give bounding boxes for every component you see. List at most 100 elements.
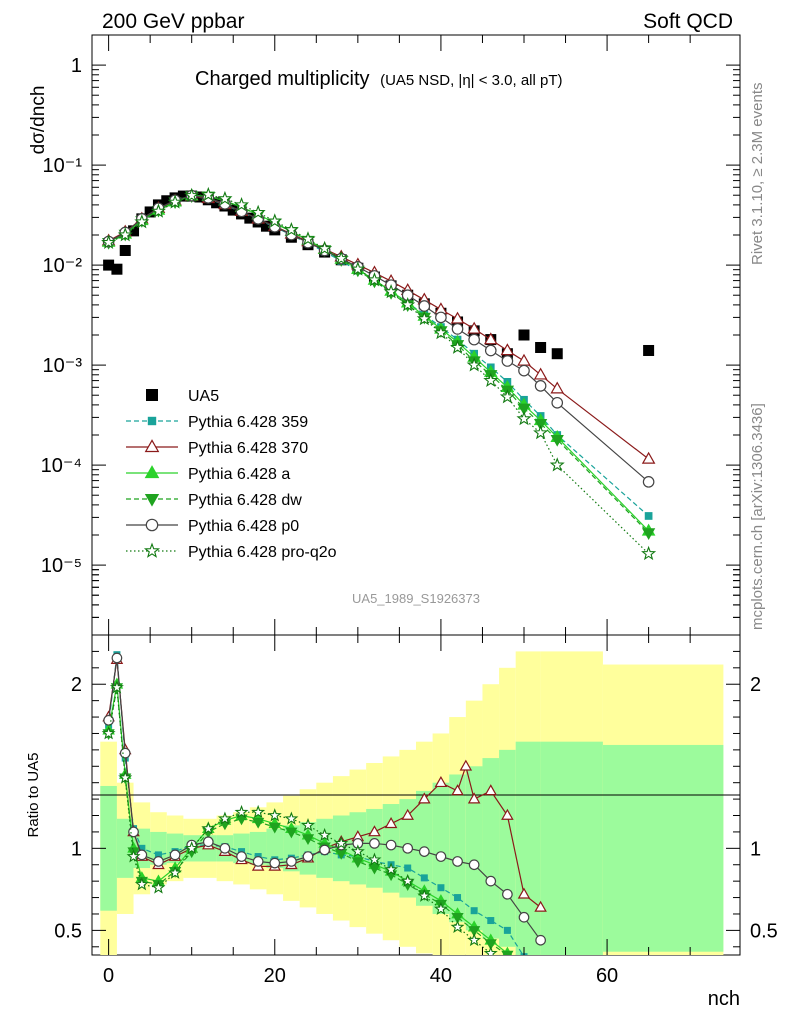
ratio-point-pythia-6-428-p0	[286, 856, 297, 867]
data-point-pythia-6-428-pro-q2o	[641, 545, 657, 561]
ratio-point-pythia-6-428-dw	[368, 863, 381, 875]
ratio-band-inner	[432, 782, 450, 914]
rivet-label: Rivet 3.1.10, ≥ 2.3M events	[749, 83, 766, 266]
data-point-ua5	[119, 244, 131, 256]
ratio-point-pythia-6-428-p0	[202, 836, 214, 848]
data-point-pythia-6-428-pro-q2o	[267, 213, 283, 228]
ratio-point-pythia-6-428-p0	[236, 851, 247, 862]
data-point-pythia-6-428-p0	[435, 311, 447, 324]
ratio-point-pythia-6-428-pro-q2o	[483, 946, 498, 955]
ratio-point-pythia-6-428-p0	[219, 842, 231, 854]
ratio-point-pythia-6-428-dw	[468, 926, 481, 937]
data-point-pythia-6-428-p0	[418, 300, 431, 312]
ratio-point-pythia-6-428-p0	[153, 856, 164, 867]
series-line-pythia-6-428-p0	[108, 194, 649, 483]
data-point-pythia-6-428-pro-q2o	[134, 214, 150, 229]
ratio-point-pythia-6-428-dw	[484, 939, 497, 951]
ratio-point-pythia-6-428-pro-q2o	[450, 919, 465, 934]
legend-marker	[146, 389, 158, 401]
ratio-point-pythia-6-428-dw	[268, 822, 281, 834]
main-y-tick-label: 10⁻³	[43, 355, 83, 377]
ratio-point-pythia-6-428-pro-q2o	[433, 901, 448, 915]
ratio-point-pythia-6-428-p0	[252, 856, 264, 867]
series-pythia-6-428-pro-q2o	[101, 186, 657, 561]
ratio-y-tick-label-right: 1	[750, 838, 761, 860]
data-point-pythia-6-428-p0	[518, 364, 530, 377]
ratio-point-pythia-6-428-p0	[418, 846, 430, 857]
legend-entry-pythia-6-428-pro-q2o: Pythia 6.428 pro-q2o	[126, 542, 337, 561]
ratio-y-tick-label: 0.5	[54, 920, 82, 942]
data-point-pythia-6-428-pro-q2o	[366, 272, 382, 287]
ratio-point-pythia-6-428-pro-q2o	[134, 877, 149, 891]
data-point-ua5	[244, 212, 256, 224]
ratio-point-pythia-6-428-pro-q2o	[201, 821, 216, 835]
ratio-band-inner	[150, 831, 167, 865]
legend-entry-pythia-6-428-p0: Pythia 6.428 p0	[126, 518, 299, 535]
data-point-pythia-6-428-pro-q2o	[333, 250, 349, 266]
ratio-point-pythia-6-428-p0	[103, 714, 114, 726]
ratio-point-pythia-6-428-pro-q2o	[267, 808, 282, 822]
energy-label: 200 GeV ppbar	[102, 10, 244, 33]
legend: UA5 Pythia 6.428 359 Pythia 6.428 370 Pythi…	[126, 388, 337, 561]
ratio-point-pythia-6-428-dw	[451, 913, 464, 924]
data-point-pythia-6-428-pro-q2o	[300, 231, 316, 246]
legend-entry-pythia-6-428-a: Pythia 6.428 a	[126, 465, 290, 483]
data-point-ua5	[260, 220, 272, 232]
data-point-pythia-6-428-359	[644, 512, 653, 520]
data-point-ua5	[177, 190, 189, 202]
ratio-point-pythia-6-428-370	[384, 817, 398, 829]
data-point-pythia-6-428-pro-q2o	[466, 357, 482, 372]
legend-entry-pythia-6-428-dw: Pythia 6.428 dw	[126, 492, 302, 509]
data-point-pythia-6-428-370	[533, 367, 548, 380]
mcplots-label: mcplots.cern.ch [arXiv:1306.3436]	[749, 403, 766, 630]
ratio-point-pythia-6-428-pro-q2o	[284, 811, 299, 825]
legend-entry-pythia-6-428-370: Pythia 6.428 370	[126, 439, 308, 457]
ratio-band-inner	[449, 774, 466, 923]
data-point-pythia-6-428-pro-q2o	[416, 310, 432, 326]
data-point-pythia-6-428-pro-q2o	[483, 372, 499, 387]
legend-label: Pythia 6.428 359	[188, 414, 308, 431]
data-point-pythia-6-428-pro-q2o	[184, 187, 200, 203]
ratio-point-pythia-6-428-p0	[119, 747, 131, 759]
data-point-pythia-6-428-370	[517, 353, 531, 366]
ratio-point-pythia-6-428-pro-q2o	[234, 804, 249, 819]
ratio-y-tick-label: 2	[71, 674, 82, 696]
legend-label: Pythia 6.428 370	[188, 440, 308, 457]
series-pythia-6-428-dw	[101, 191, 656, 540]
ratio-point-pythia-6-428-pro-q2o	[367, 852, 382, 866]
ratio-point-pythia-6-428-p0	[468, 859, 480, 871]
data-point-pythia-6-428-pro-q2o	[283, 221, 299, 237]
x-tick-label: 40	[430, 965, 452, 987]
data-point-pythia-6-428-370	[467, 321, 481, 334]
data-point-ua5	[551, 348, 563, 360]
ratio-point-pythia-6-428-pro-q2o	[168, 865, 183, 879]
series-pythia-6-428-370	[101, 188, 656, 464]
data-point-ua5	[227, 204, 239, 216]
ratio-point-pythia-6-428-pro-q2o	[350, 844, 365, 858]
data-point-pythia-6-428-pro-q2o	[101, 234, 117, 249]
data-point-pythia-6-428-dw	[517, 403, 531, 416]
main-y-axis-label: dσ/dnch	[28, 86, 49, 155]
data-point-pythia-6-428-pro-q2o	[150, 203, 166, 218]
ratio-line-pythia-6-428-359	[108, 654, 524, 955]
data-point-pythia-6-428-370	[550, 381, 565, 394]
ratio-point-pythia-6-428-370	[517, 887, 531, 899]
data-point-pythia-6-428-pro-q2o	[200, 186, 216, 202]
ratio-band-inner	[499, 749, 516, 947]
data-point-ua5	[161, 195, 173, 207]
ratio-point-pythia-6-428-p0	[385, 839, 397, 851]
data-point-pythia-6-428-pro-q2o	[217, 190, 233, 206]
ratio-point-pythia-6-428-dw	[285, 827, 298, 839]
x-axis-label: nch	[708, 988, 740, 1010]
ratio-point-pythia-6-428-dw	[252, 817, 265, 829]
ratio-point-pythia-6-428-370	[368, 825, 381, 837]
data-point-pythia-6-428-pro-q2o	[350, 261, 366, 276]
ratio-point-pythia-6-428-p0	[269, 857, 281, 869]
ratio-point-pythia-6-428-370	[467, 792, 481, 804]
data-point-pythia-6-428-pro-q2o	[250, 204, 266, 220]
ratio-point-pythia-6-428-p0	[128, 826, 139, 838]
ratio-point-pythia-6-428-pro-q2o	[417, 888, 432, 902]
data-point-pythia-6-428-370	[641, 451, 656, 464]
ratio-point-pythia-6-428-370	[434, 775, 448, 788]
data-point-pythia-6-428-pro-q2o	[549, 457, 565, 472]
